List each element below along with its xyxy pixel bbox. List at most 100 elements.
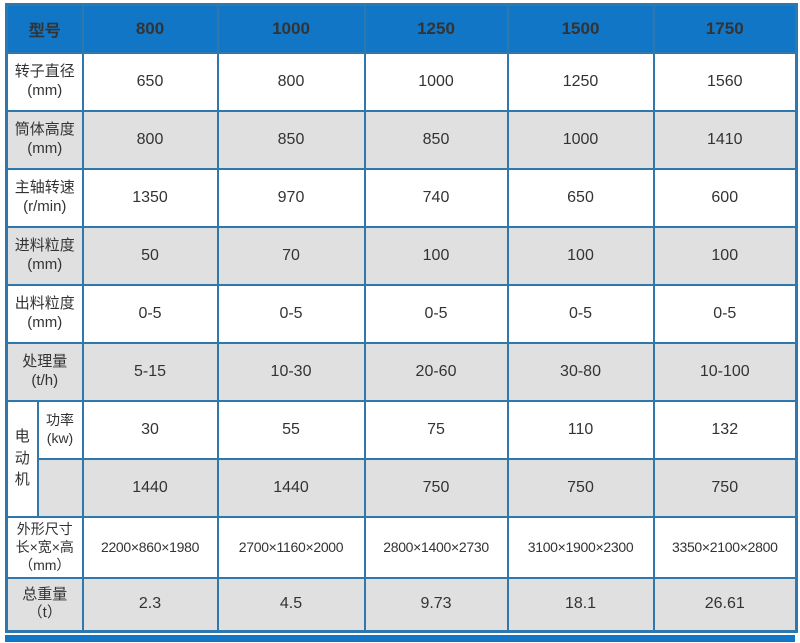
row-label-text: 进料粒度 xyxy=(14,236,75,254)
spec-cell: 75 xyxy=(363,399,509,460)
spec-cell: 3100×1900×2300 xyxy=(506,515,655,579)
spec-cell: 1440 xyxy=(216,457,366,518)
row-label-text: 外形尺寸 xyxy=(16,520,73,537)
spec-cell: 2700×1160×2000 xyxy=(216,515,366,579)
row-cylinder-height: 筒体高度 (mm) 800 850 850 1000 1410 xyxy=(5,109,798,170)
spec-cell: 1000 xyxy=(506,109,655,170)
motor-group-label: 电动机 xyxy=(5,399,39,518)
spec-cell: 2800×1400×2730 xyxy=(363,515,509,579)
row-label-text: 筒体高度 xyxy=(14,120,75,138)
row-label: 出料粒度 (mm) xyxy=(5,283,84,344)
model-header-1250: 1250 xyxy=(363,3,509,54)
row-motor-speed: 1440 1440 750 750 750 xyxy=(7,457,798,518)
spec-cell: 30-80 xyxy=(506,341,655,402)
spec-cell: 2200×860×1980 xyxy=(81,515,219,579)
row-label-text: 功率 xyxy=(46,412,74,428)
model-header-1500: 1500 xyxy=(506,3,655,54)
row-unit-text: (r/min) xyxy=(23,197,67,215)
row-label-text: 转子直径 xyxy=(14,62,75,80)
spec-cell: 650 xyxy=(506,167,655,228)
spec-cell: 9.73 xyxy=(363,576,509,633)
model-header-800: 800 xyxy=(81,3,219,54)
spec-cell: 1410 xyxy=(652,109,798,170)
row-label: 转子直径 (mm) xyxy=(5,51,84,112)
row-label-text: 总重量 xyxy=(22,585,68,603)
spec-cell: 650 xyxy=(81,51,219,112)
spec-cell: 750 xyxy=(363,457,509,518)
row-total-weight: 总重量 （t） 2.3 4.5 9.73 18.1 26.61 xyxy=(5,576,798,633)
spec-cell: 100 xyxy=(652,225,798,286)
spec-cell: 30 xyxy=(81,399,219,460)
spec-cell: 110 xyxy=(506,399,655,460)
spec-cell: 740 xyxy=(363,167,509,228)
spec-cell: 5-15 xyxy=(81,341,219,402)
corner-header-model: 型号 xyxy=(5,3,84,54)
spec-cell: 55 xyxy=(216,399,366,460)
spec-cell: 1440 xyxy=(81,457,219,518)
spec-cell: 0-5 xyxy=(81,283,219,344)
row-label: 外形尺寸 长×宽×高 （mm） xyxy=(5,515,84,579)
spec-cell: 1000 xyxy=(363,51,509,112)
row-label: 进料粒度 (mm) xyxy=(5,225,84,286)
row-label-text: 处理量 xyxy=(22,352,68,370)
row-label: 筒体高度 (mm) xyxy=(5,109,84,170)
row-unit-text: (mm) xyxy=(27,81,63,99)
spec-cell: 800 xyxy=(216,51,366,112)
row-capacity: 处理量 (t/h) 5-15 10-30 20-60 30-80 10-100 xyxy=(5,341,798,402)
spec-cell: 100 xyxy=(506,225,655,286)
spec-cell: 0-5 xyxy=(216,283,366,344)
spec-cell: 1250 xyxy=(506,51,655,112)
spec-cell: 1350 xyxy=(81,167,219,228)
spec-cell: 1560 xyxy=(652,51,798,112)
model-header-1750: 1750 xyxy=(652,3,798,54)
motor-speed-label xyxy=(36,457,84,518)
row-spindle-speed: 主轴转速 (r/min) 1350 970 740 650 600 xyxy=(5,167,798,228)
spec-cell: 800 xyxy=(81,109,219,170)
model-header-1000: 1000 xyxy=(216,3,366,54)
next-table-header-partial xyxy=(5,635,795,642)
spec-cell: 850 xyxy=(216,109,366,170)
row-label: 主轴转速 (r/min) xyxy=(5,167,84,228)
row-unit-text: （t） xyxy=(27,604,62,622)
spec-cell: 10-30 xyxy=(216,341,366,402)
spec-cell: 50 xyxy=(81,225,219,286)
spec-cell: 0-5 xyxy=(506,283,655,344)
header-row: 型号 800 1000 1250 1500 1750 xyxy=(5,3,798,54)
row-unit-text: (t/h) xyxy=(31,371,59,389)
spec-cell: 100 xyxy=(363,225,509,286)
row-rotor-diameter: 转子直径 (mm) 650 800 1000 1250 1560 xyxy=(5,51,798,112)
row-label-text: 主轴转速 xyxy=(14,178,75,196)
spec-cell: 3350×2100×2800 xyxy=(652,515,798,579)
spec-table: 型号 800 1000 1250 1500 1750 转子直径 (mm) 650… xyxy=(5,3,799,633)
spec-cell: 0-5 xyxy=(652,283,798,344)
row-label: 总重量 （t） xyxy=(5,576,84,633)
row-unit-text: (mm) xyxy=(27,139,63,157)
spec-cell: 70 xyxy=(216,225,366,286)
spec-cell: 132 xyxy=(652,399,798,460)
row-unit-text: （mm） xyxy=(19,557,71,574)
row-unit-text: (mm) xyxy=(27,255,63,273)
spec-cell: 20-60 xyxy=(363,341,509,402)
row-dimensions: 外形尺寸 长×宽×高 （mm） 2200×860×1980 2700×1160×… xyxy=(5,515,798,579)
spec-cell: 850 xyxy=(363,109,509,170)
row-label-text: 出料粒度 xyxy=(14,294,75,312)
row-discharge-size: 出料粒度 (mm) 0-5 0-5 0-5 0-5 0-5 xyxy=(5,283,798,344)
motor-power-label: 功率 (kw) xyxy=(36,399,84,460)
spec-cell: 970 xyxy=(216,167,366,228)
spec-cell: 600 xyxy=(652,167,798,228)
row-motor-power: 电动机 功率 (kw) 30 55 75 110 132 xyxy=(5,399,798,518)
row-unit-text: (kw) xyxy=(46,429,74,446)
row-unit-text: (mm) xyxy=(27,313,63,331)
spec-cell: 2.3 xyxy=(81,576,219,633)
row-label: 处理量 (t/h) xyxy=(5,341,84,402)
row-feed-size: 进料粒度 (mm) 50 70 100 100 100 xyxy=(5,225,798,286)
spec-cell: 750 xyxy=(506,457,655,518)
spec-cell: 0-5 xyxy=(363,283,509,344)
spec-cell: 18.1 xyxy=(506,576,655,633)
spec-cell: 4.5 xyxy=(216,576,366,633)
spec-cell: 750 xyxy=(652,457,798,518)
spec-cell: 10-100 xyxy=(652,341,798,402)
spec-cell: 26.61 xyxy=(652,576,798,633)
row-label-text: 长×宽×高 xyxy=(15,538,74,555)
